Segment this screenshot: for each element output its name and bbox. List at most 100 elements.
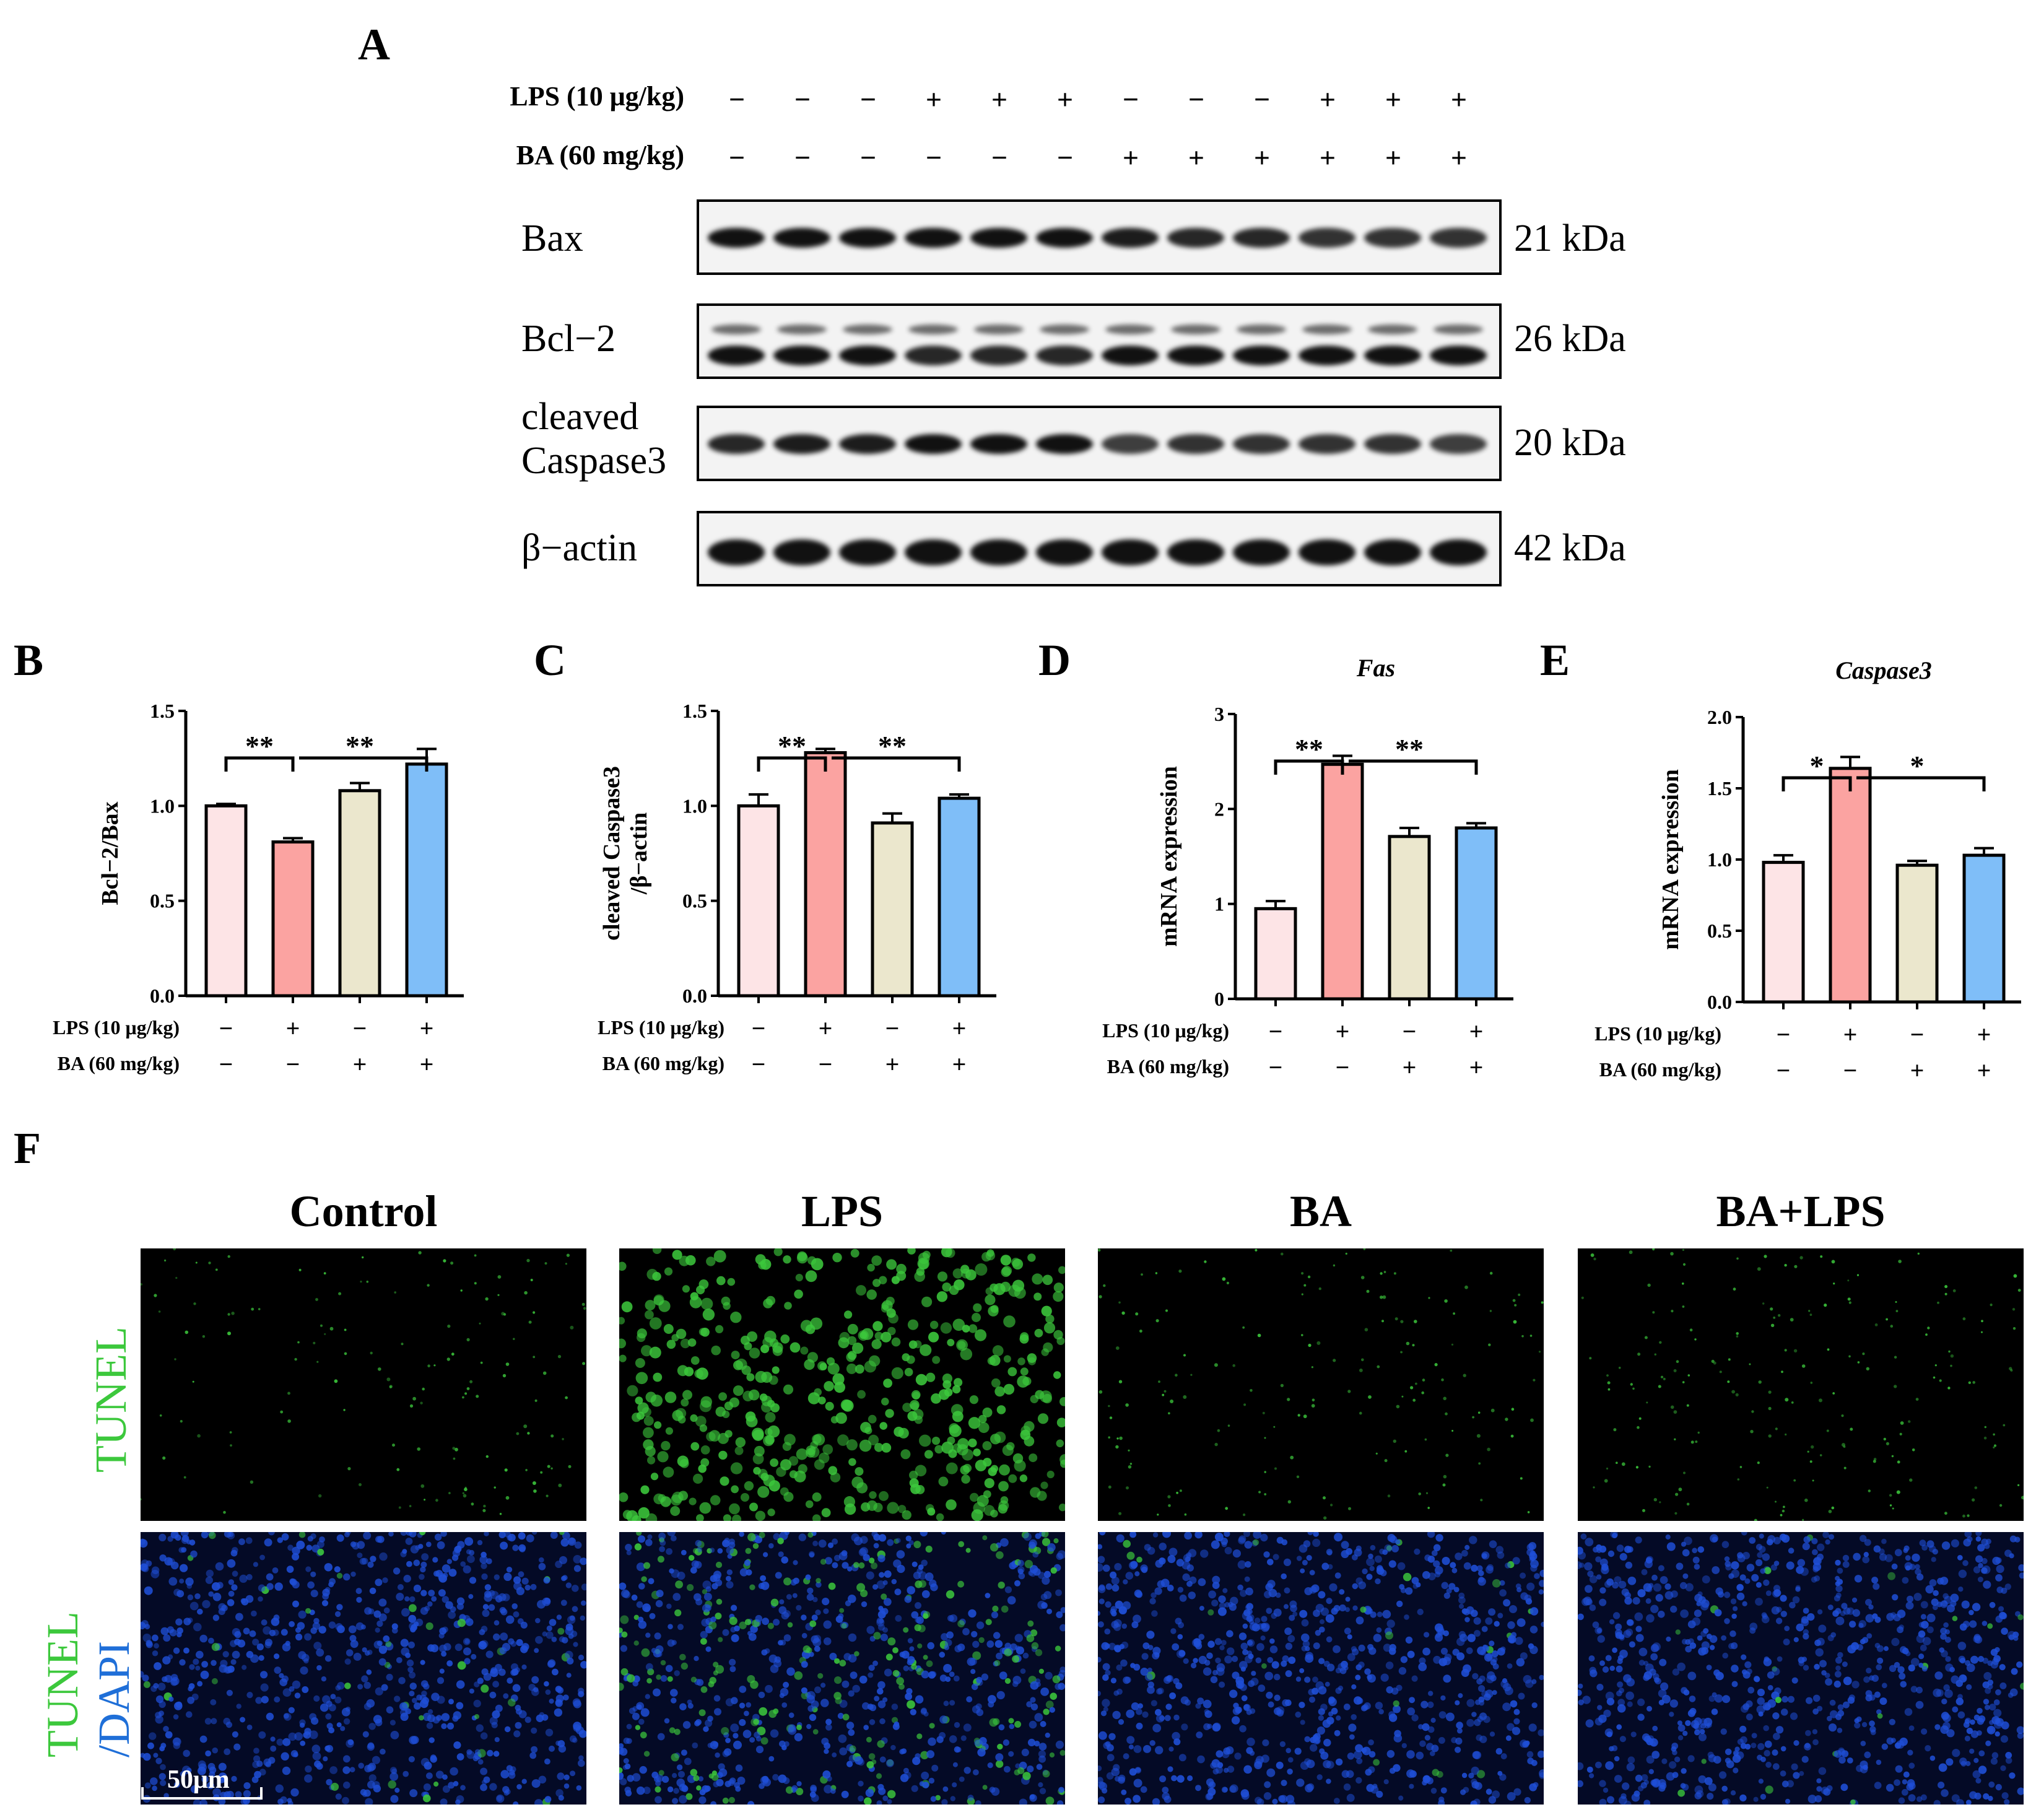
cell-dot bbox=[713, 1695, 721, 1702]
cell-dot bbox=[1144, 1673, 1153, 1681]
cell-dot bbox=[533, 1356, 536, 1359]
cell-dot bbox=[173, 1588, 181, 1596]
significance-bracket bbox=[1274, 759, 1344, 775]
cell-dot bbox=[1029, 1453, 1038, 1463]
cell-dot bbox=[636, 1562, 645, 1572]
cell-dot bbox=[700, 1631, 708, 1639]
blot-band bbox=[970, 228, 1027, 248]
cell-dot bbox=[806, 1593, 814, 1601]
cell-dot bbox=[684, 1757, 692, 1766]
cell-dot bbox=[1333, 1798, 1340, 1805]
cell-dot bbox=[1808, 1310, 1811, 1312]
cell-dot bbox=[1217, 1429, 1220, 1432]
cell-dot bbox=[159, 1700, 166, 1708]
cell-dot bbox=[713, 1250, 726, 1263]
cell-dot bbox=[1881, 1743, 1888, 1750]
cell-dot bbox=[1856, 1716, 1862, 1722]
cell-dot bbox=[672, 1773, 677, 1779]
treatment-sign: − bbox=[1777, 1056, 1791, 1084]
cell-dot bbox=[825, 1557, 833, 1565]
cell-dot bbox=[230, 1549, 238, 1557]
cell-dot bbox=[959, 1618, 966, 1626]
cell-dot bbox=[224, 1748, 231, 1756]
cell-dot bbox=[505, 1496, 510, 1500]
cell-dot bbox=[187, 1594, 194, 1601]
y-tick-label: 0.0 bbox=[682, 985, 707, 1007]
cell-dot bbox=[441, 1723, 447, 1730]
cell-dot bbox=[794, 1470, 806, 1483]
cell-dot bbox=[1701, 1641, 1710, 1650]
cell-dot bbox=[749, 1584, 755, 1590]
cell-dot bbox=[1264, 1781, 1271, 1788]
cell-dot bbox=[1178, 1269, 1182, 1273]
cell-dot bbox=[835, 1412, 847, 1424]
cell-dot bbox=[409, 1683, 417, 1690]
cell-dot bbox=[872, 1584, 878, 1590]
cell-dot bbox=[1328, 1698, 1334, 1704]
cell-dot bbox=[513, 1582, 522, 1590]
cell-dot bbox=[1830, 1632, 1837, 1638]
cell-dot bbox=[361, 1675, 368, 1683]
cell-dot bbox=[307, 1536, 313, 1542]
cell-dot bbox=[2001, 1792, 2009, 1800]
cell-dot bbox=[856, 1285, 866, 1296]
blot-band-upper bbox=[1105, 324, 1155, 334]
cell-dot bbox=[318, 1494, 322, 1498]
cell-dot bbox=[480, 1361, 483, 1364]
blot-band bbox=[1167, 434, 1224, 454]
cell-dot bbox=[863, 1725, 869, 1730]
cell-dot bbox=[915, 1695, 924, 1704]
cell-dot bbox=[173, 1742, 181, 1749]
cell-dot bbox=[1172, 1731, 1180, 1741]
blot-band bbox=[1299, 346, 1355, 365]
cell-dot bbox=[1396, 1404, 1400, 1409]
cell-dot bbox=[1461, 1669, 1469, 1677]
panel-letter-a: A bbox=[358, 20, 390, 69]
cell-dot bbox=[1029, 1541, 1036, 1549]
cell-dot bbox=[1982, 1657, 1989, 1664]
cell-dot bbox=[861, 1601, 868, 1608]
cell-dot bbox=[1908, 1782, 1916, 1790]
cell-dot bbox=[715, 1613, 722, 1620]
cell-dot bbox=[450, 1767, 458, 1776]
cell-dot bbox=[1409, 1783, 1414, 1789]
cell-dot bbox=[657, 1556, 664, 1563]
chart-title: Caspase3 bbox=[1835, 656, 1932, 684]
treatment-sign: + bbox=[1385, 142, 1402, 173]
cell-dot bbox=[926, 1660, 933, 1667]
cell-dot bbox=[1694, 1792, 1702, 1800]
cell-dot bbox=[1686, 1502, 1690, 1506]
cell-dot bbox=[223, 1510, 226, 1514]
cell-dot bbox=[1835, 1665, 1841, 1671]
y-tick-label: 1.0 bbox=[1707, 848, 1732, 871]
cell-dot bbox=[728, 1779, 735, 1786]
blot-band bbox=[905, 434, 962, 454]
cell-dot bbox=[505, 1362, 510, 1366]
cell-dot bbox=[1060, 1607, 1065, 1613]
cell-dot bbox=[773, 1659, 782, 1668]
cell-dot bbox=[1851, 1642, 1860, 1650]
cell-dot bbox=[1419, 1657, 1426, 1665]
cell-dot bbox=[837, 1434, 849, 1446]
cell-dot bbox=[1245, 1561, 1251, 1568]
cell-dot bbox=[1934, 1724, 1941, 1730]
cell-dot bbox=[1451, 1430, 1454, 1432]
cell-dot bbox=[190, 1785, 199, 1793]
cell-dot bbox=[1352, 1648, 1359, 1656]
cell-dot bbox=[1375, 1578, 1381, 1585]
blot-label-line1: cleaved bbox=[521, 396, 639, 438]
cell-dot bbox=[1206, 1778, 1214, 1787]
cell-dot bbox=[1268, 1588, 1277, 1598]
cell-dot bbox=[722, 1750, 729, 1757]
cell-dot bbox=[1673, 1369, 1677, 1372]
cell-dot bbox=[555, 1740, 561, 1746]
cell-dot bbox=[1670, 1605, 1677, 1613]
cell-dot bbox=[939, 1715, 948, 1724]
cell-dot bbox=[389, 1385, 393, 1388]
cell-dot bbox=[755, 1510, 766, 1521]
cell-dot bbox=[420, 1401, 423, 1404]
cell-dot bbox=[703, 1726, 709, 1732]
y-axis-label: /β−actin bbox=[626, 812, 652, 895]
cell-dot bbox=[973, 1769, 979, 1775]
